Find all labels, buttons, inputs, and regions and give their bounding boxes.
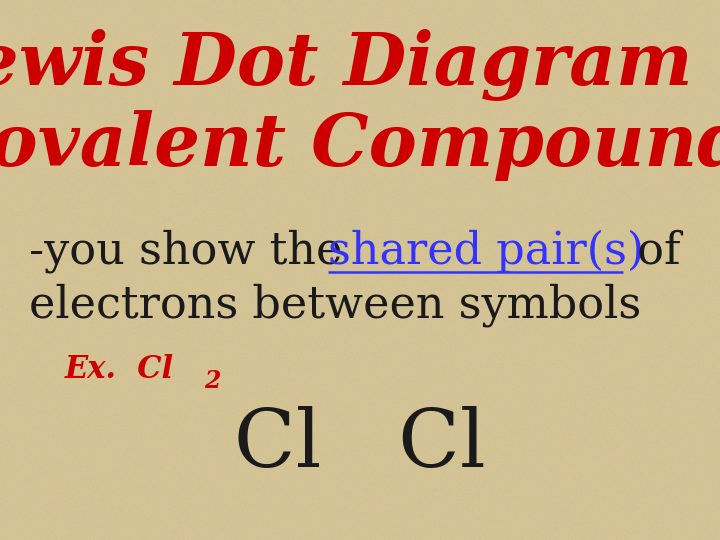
Text: shared pair(s): shared pair(s) xyxy=(328,230,644,273)
Text: Ex.  Cl: Ex. Cl xyxy=(65,354,174,386)
Text: Covalent Compounds: Covalent Compounds xyxy=(0,110,720,181)
Text: 2: 2 xyxy=(204,369,220,393)
Text: of: of xyxy=(623,230,680,273)
Text: Cl   Cl: Cl Cl xyxy=(234,407,486,484)
Text: -you show the: -you show the xyxy=(29,230,356,273)
Text: Lewis Dot Diagram of: Lewis Dot Diagram of xyxy=(0,29,720,101)
Text: electrons between symbols: electrons between symbols xyxy=(29,284,641,327)
